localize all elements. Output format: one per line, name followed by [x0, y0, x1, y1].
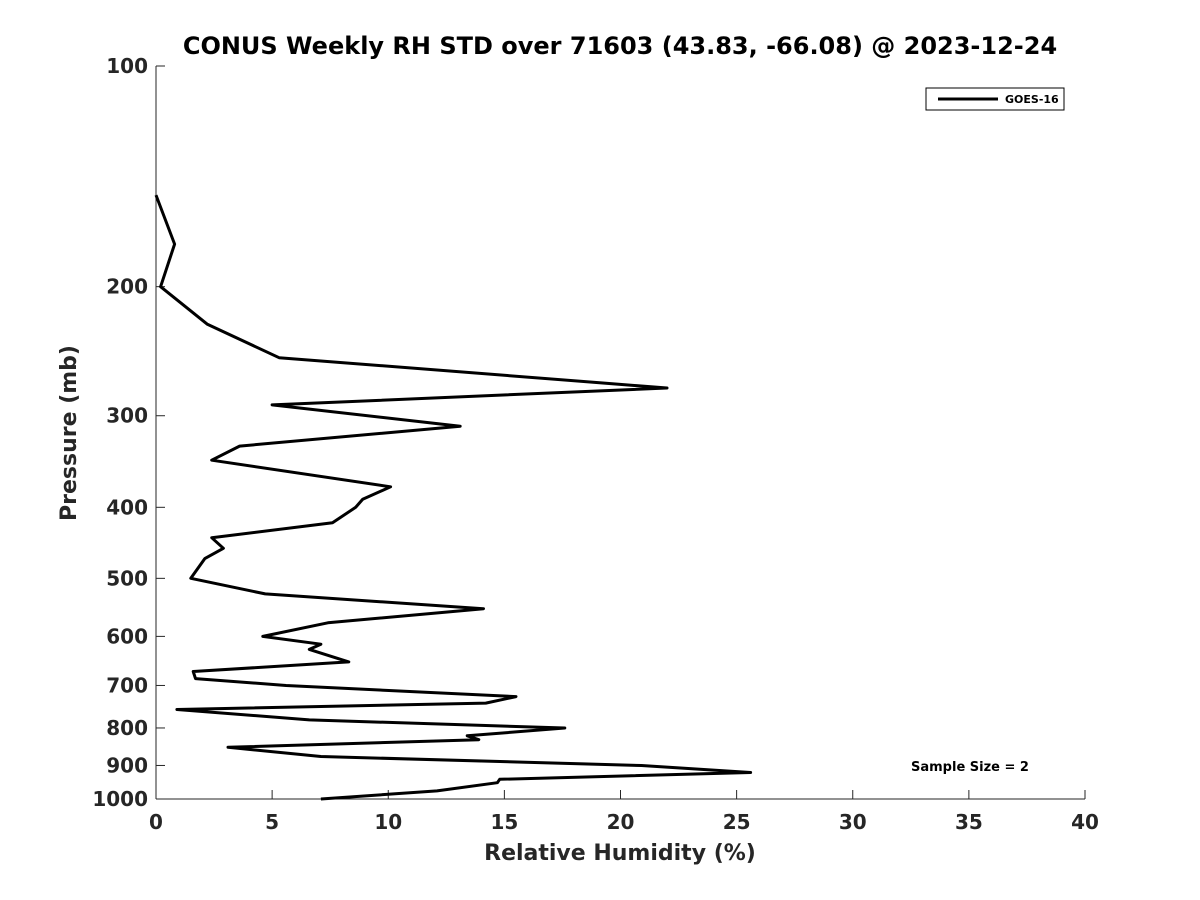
legend-label-goes-16: GOES-16 [1005, 93, 1059, 106]
legend: GOES-16 [925, 87, 1065, 111]
y-tick-label: 800 [106, 716, 148, 740]
y-tick-label: 600 [106, 624, 148, 648]
x-tick-label: 10 [374, 810, 402, 834]
series-layer [154, 194, 753, 801]
y-tick-label: 900 [106, 753, 148, 777]
y-tick-label: 200 [106, 275, 148, 299]
x-axis-label: Relative Humidity (%) [484, 841, 756, 866]
x-tick-label: 25 [723, 810, 751, 834]
x-tick-label: 15 [490, 810, 518, 834]
y-tick-label: 1000 [92, 787, 148, 811]
y-tick-label: 700 [106, 673, 148, 697]
x-tick-label: 20 [607, 810, 635, 834]
x-tick-label: 35 [955, 810, 983, 834]
y-tick-label: 500 [106, 566, 148, 590]
x-tick-label: 40 [1071, 810, 1099, 834]
x-tick-label: 0 [149, 810, 163, 834]
series-line-goes-16 [154, 194, 753, 801]
y-tick-label: 100 [106, 54, 148, 78]
y-tick-label: 400 [106, 495, 148, 519]
y-axis-label: Pressure (mb) [57, 345, 82, 521]
x-tick-label: 5 [265, 810, 279, 834]
axes [155, 66, 1085, 800]
chart-title: CONUS Weekly RH STD over 71603 (43.83, -… [183, 32, 1057, 60]
x-tick-label: 30 [839, 810, 867, 834]
sample-size-annotation: Sample Size = 2 [911, 760, 1029, 775]
y-tick-label: 300 [106, 404, 148, 428]
y-axis-ticks: 100 200 300 400 500 600 700 800 900 1000 [92, 54, 165, 811]
x-axis-ticks: 0 5 10 15 20 25 30 35 40 [149, 790, 1099, 834]
